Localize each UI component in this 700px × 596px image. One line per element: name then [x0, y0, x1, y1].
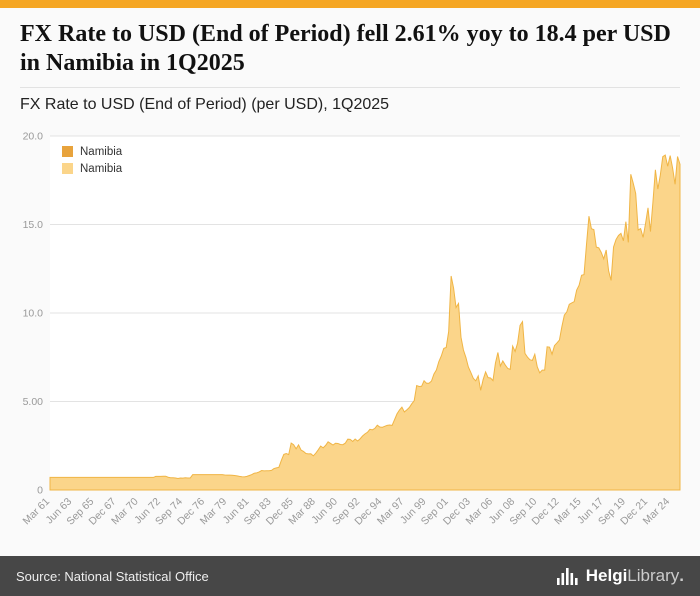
legend-swatch-dark — [62, 146, 73, 158]
logo-text-library: Library — [627, 566, 680, 585]
header: FX Rate to USD (End of Period) fell 2.61… — [0, 8, 700, 120]
chart-subtitle: FX Rate to USD (End of Period) (per USD)… — [20, 95, 390, 113]
subtitle-divider: FX Rate to USD (End of Period) (per USD)… — [20, 86, 680, 120]
helgi-logo: HelgiLibrary. — [556, 566, 684, 586]
top-accent-bar — [0, 0, 700, 8]
legend: Namibia Namibia — [62, 146, 122, 175]
svg-text:5.00: 5.00 — [23, 396, 44, 408]
legend-label: Namibia — [80, 162, 123, 175]
legend-label: Namibia — [80, 145, 123, 158]
footer: Source: National Statistical Office Helg… — [0, 556, 700, 596]
source-text: Source: National Statistical Office — [16, 568, 209, 584]
svg-text:15.0: 15.0 — [23, 219, 44, 231]
logo-text-helgi: Helgi — [585, 566, 628, 585]
chart: 0 5.00 10.0 15.0 20.0 Mar 61 Jun 63 Sep 65 Dec 6… — [0, 120, 700, 556]
page-title: FX Rate to USD (End of Period) fell 2.61… — [20, 21, 671, 77]
legend-item: Namibia — [62, 163, 122, 175]
svg-text:10.0: 10.0 — [23, 307, 44, 319]
svg-text:0: 0 — [37, 484, 43, 496]
chart-bars-icon — [556, 568, 578, 585]
legend-item: Namibia — [62, 146, 122, 158]
logo-text-dot: . — [679, 566, 684, 585]
svg-text:20.0: 20.0 — [23, 130, 44, 142]
legend-swatch-light — [62, 163, 73, 175]
